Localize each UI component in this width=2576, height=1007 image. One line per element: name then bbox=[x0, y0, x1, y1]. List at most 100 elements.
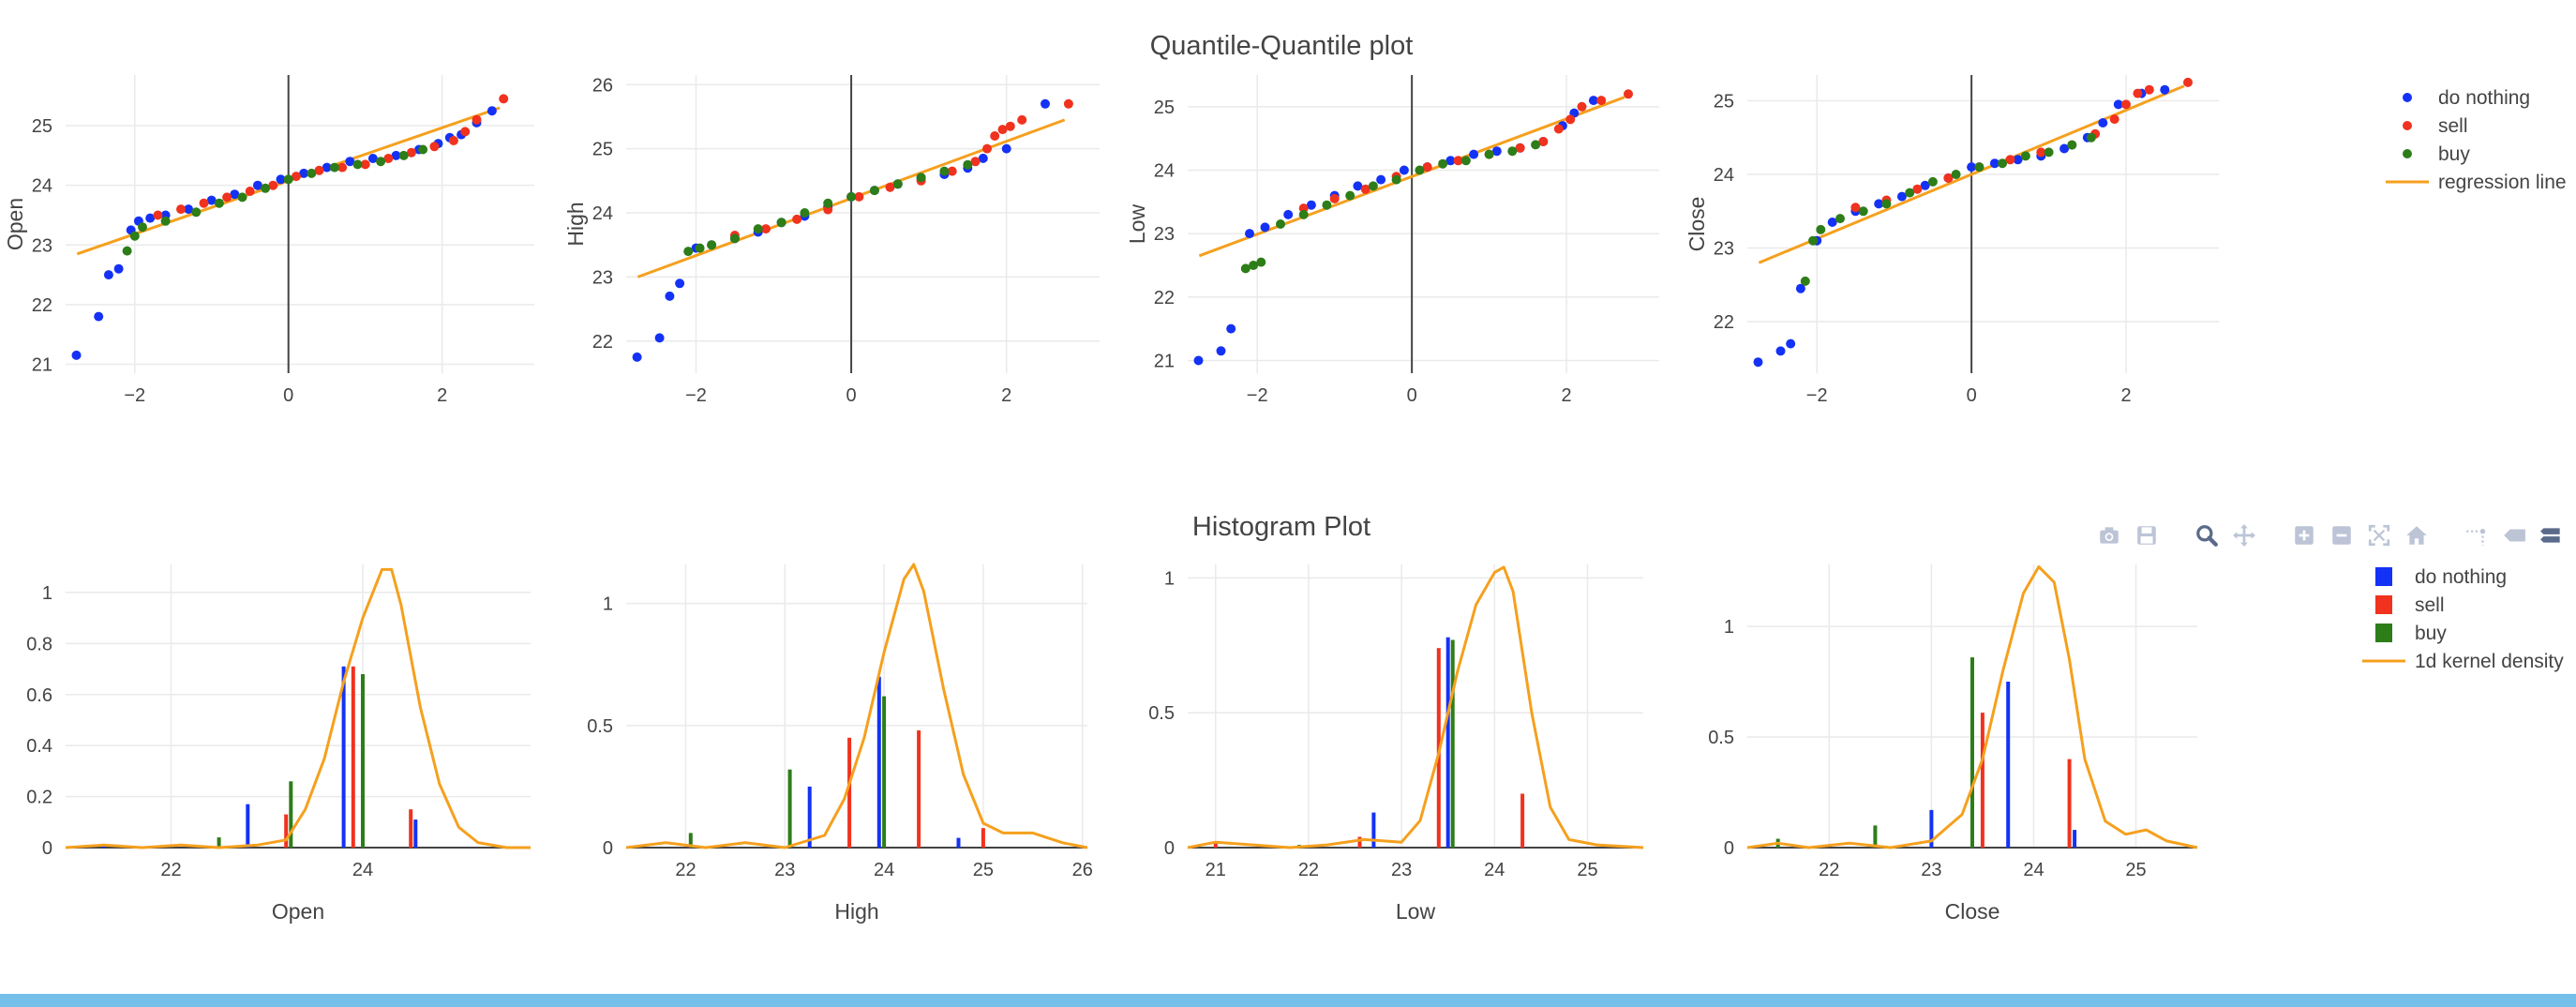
hover-compare-icon[interactable] bbox=[2539, 522, 2565, 549]
camera-icon[interactable] bbox=[2096, 522, 2122, 549]
y-tick-label: 0 bbox=[1164, 838, 1175, 859]
point-sell bbox=[947, 166, 957, 176]
point-buy bbox=[2067, 140, 2077, 150]
pan-icon[interactable] bbox=[2231, 522, 2257, 549]
kde-curve bbox=[625, 563, 1088, 849]
y-tick-label: 1 bbox=[603, 594, 613, 615]
point-sell bbox=[885, 182, 895, 192]
y-tick-label: 21 bbox=[32, 354, 52, 375]
x-axis-title: High bbox=[834, 899, 878, 924]
point-buy bbox=[237, 192, 247, 203]
point-buy bbox=[1345, 190, 1355, 201]
point-sell bbox=[2036, 147, 2046, 158]
bar-sell bbox=[2067, 759, 2072, 848]
point-do-nothing bbox=[1795, 283, 1805, 293]
legend-histogram[interactable]: do nothing sell buy 1d kernel density bbox=[2362, 566, 2564, 672]
spike-lines-icon[interactable] bbox=[2464, 522, 2490, 549]
x-tick-label: 2 bbox=[2120, 385, 2131, 406]
y-tick-label: 24 bbox=[32, 176, 52, 197]
point-buy bbox=[307, 168, 317, 178]
point-do-nothing bbox=[665, 291, 675, 301]
bar-buy bbox=[1450, 639, 1455, 848]
point-buy bbox=[1484, 149, 1494, 159]
reset-axes-icon[interactable] bbox=[2404, 522, 2430, 549]
legend-marker bbox=[2403, 149, 2412, 158]
point-sell bbox=[360, 159, 370, 170]
point-do-nothing bbox=[391, 150, 401, 160]
point-do-nothing bbox=[2113, 99, 2123, 110]
point-do-nothing bbox=[1353, 181, 1363, 191]
point-sell bbox=[460, 127, 471, 137]
y-tick-label: 0.5 bbox=[1148, 703, 1175, 724]
point-buy bbox=[1927, 176, 1938, 187]
bar-sell bbox=[1980, 713, 1984, 848]
legend-label: buy bbox=[2438, 143, 2470, 165]
point-buy bbox=[695, 243, 705, 253]
zoom-icon[interactable] bbox=[2194, 522, 2220, 549]
point-buy bbox=[1808, 235, 1819, 246]
zoom-in-icon[interactable] bbox=[2291, 522, 2317, 549]
save-icon[interactable] bbox=[2134, 522, 2160, 549]
point-buy bbox=[776, 218, 786, 228]
point-do-nothing bbox=[1245, 229, 1254, 239]
y-tick-label: 1 bbox=[1164, 568, 1175, 589]
point-do-nothing bbox=[1041, 98, 1050, 109]
autoscale-icon[interactable] bbox=[2366, 522, 2392, 549]
bar-buy bbox=[882, 696, 887, 848]
point-do-nothing bbox=[654, 333, 665, 343]
point-buy bbox=[138, 222, 147, 233]
bar-sell bbox=[284, 814, 289, 848]
bar-do-nothing bbox=[246, 804, 250, 848]
bar-buy bbox=[1873, 825, 1878, 848]
y-tick-label: 22 bbox=[1154, 288, 1175, 308]
panel-qq-open: 21 22 23 24 25 −2 0 2 Open bbox=[3, 75, 534, 406]
kde-curve bbox=[1746, 564, 2198, 849]
point-sell bbox=[1329, 193, 1340, 203]
bar-do-nothing bbox=[1371, 812, 1376, 848]
y-tick-label: 0.4 bbox=[26, 736, 52, 757]
legend-label: do nothing bbox=[2415, 566, 2507, 588]
point-buy bbox=[1249, 261, 1259, 270]
legend-marker bbox=[2403, 93, 2412, 102]
y-tick-label: 23 bbox=[592, 267, 613, 288]
x-tick-label: 24 bbox=[352, 860, 373, 880]
legend-item-buy: buy bbox=[2403, 143, 2470, 165]
y-tick-label: 25 bbox=[32, 116, 52, 137]
point-buy bbox=[1800, 276, 1810, 286]
bar-do-nothing bbox=[2006, 682, 2011, 848]
x-tick-label: −2 bbox=[685, 385, 707, 406]
x-axis-title: Low bbox=[1396, 899, 1436, 924]
panel-qq-low: 21 22 23 24 25 −2 0 2 Low bbox=[1125, 75, 1659, 406]
bar-buy bbox=[1970, 657, 1974, 848]
point-sell bbox=[1538, 137, 1549, 146]
point-sell bbox=[1063, 98, 1073, 109]
modebar[interactable] bbox=[2096, 521, 2576, 549]
point-sell bbox=[499, 94, 509, 104]
point-sell bbox=[176, 204, 186, 215]
point-buy bbox=[1835, 214, 1845, 224]
y-tick-label: 22 bbox=[1714, 312, 1734, 333]
point-sell bbox=[222, 192, 232, 203]
point-buy bbox=[398, 150, 409, 160]
bar-do-nothing bbox=[341, 666, 346, 848]
panel-hist-open: 0 0.2 0.4 0.6 0.8 1 22 24 Open bbox=[26, 564, 531, 924]
point-do-nothing bbox=[2098, 118, 2108, 128]
bar-buy bbox=[688, 833, 693, 848]
x-tick-label: 2 bbox=[1561, 385, 1571, 406]
point-do-nothing bbox=[299, 168, 309, 178]
point-sell bbox=[997, 125, 1008, 135]
point-buy bbox=[1507, 146, 1518, 157]
point-do-nothing bbox=[1001, 143, 1011, 154]
legend-swatch bbox=[2375, 595, 2392, 614]
legend-label: do nothing bbox=[2438, 87, 2530, 109]
bar-buy bbox=[217, 837, 221, 848]
x-tick-label: 0 bbox=[1407, 385, 1417, 406]
legend-item-buy: buy bbox=[2375, 623, 2447, 644]
legend-label: 1d kernel density bbox=[2415, 651, 2564, 672]
hover-closest-icon[interactable] bbox=[2501, 522, 2527, 549]
point-sell bbox=[982, 143, 992, 154]
zoom-out-icon[interactable] bbox=[2329, 522, 2355, 549]
point-buy bbox=[729, 233, 740, 244]
legend-item-do-nothing: do nothing bbox=[2375, 566, 2507, 588]
legend-qq[interactable]: do nothing sell buy regression line bbox=[2386, 87, 2567, 193]
